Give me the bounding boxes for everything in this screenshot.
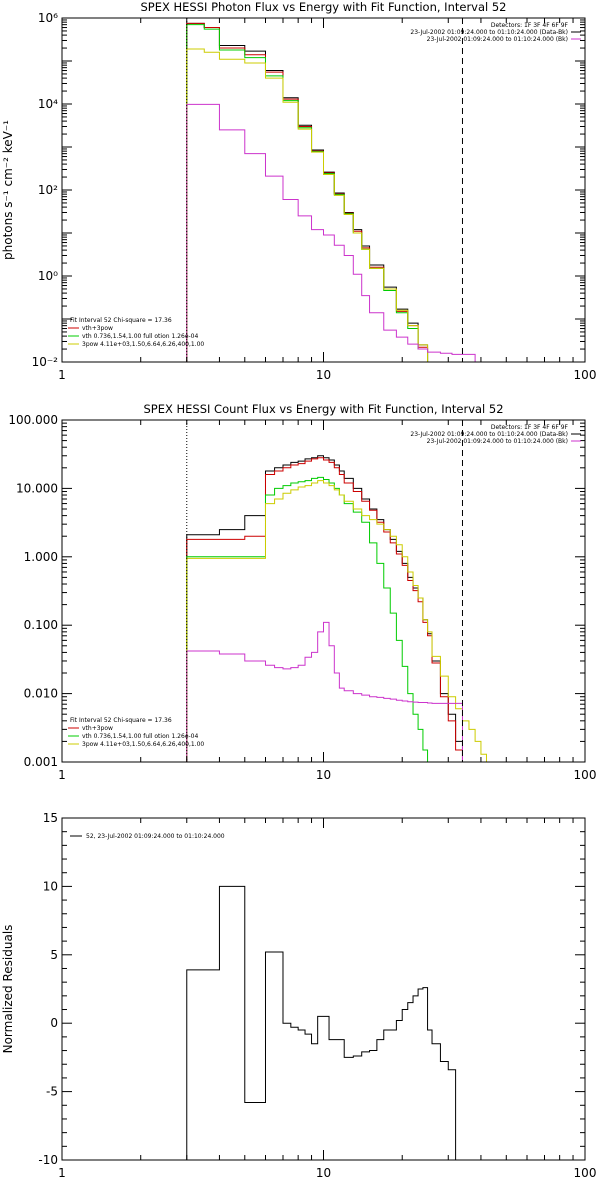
chart-0-ytick-label: 10⁰ — [38, 269, 58, 283]
chart-1-ytick-label: 1.000 — [24, 550, 58, 564]
chart-2-series-0 — [186, 885, 457, 1160]
chart-2-ytick-label: -5 — [46, 1085, 58, 1099]
chart-2-ytick-label: 15 — [43, 811, 58, 825]
chart-1-legend-bl-0: Fit Interval 52 Chi-square = 17.36 — [70, 717, 172, 724]
chart-0-ylabel: photons s⁻¹ cm⁻² keV⁻¹ — [1, 120, 15, 260]
chart-0-series-1 — [186, 22, 429, 362]
chart-1-series-0 — [186, 455, 463, 762]
chart-0-series-4 — [186, 103, 476, 362]
chart-1-legend-bl-2: vth 0.736,1.54,1.00 full otion 1.26e-04 — [82, 733, 198, 740]
chart-1-series-4 — [186, 621, 463, 762]
chart-2-ytick-label: -10 — [38, 1153, 58, 1167]
chart-2-frame — [61, 817, 586, 1161]
chart-2-plot-area — [186, 885, 457, 1160]
chart-0-title: SPEX HESSI Photon Flux vs Energy with Fi… — [140, 0, 506, 14]
chart-0-ytick-label: 10⁻² — [32, 355, 59, 369]
chart-0-plot-area — [186, 18, 476, 362]
chart-0-ytick-label: 10⁶ — [38, 11, 58, 25]
chart-1-ytick-label: 100.000 — [8, 413, 58, 427]
chart-1-xtick-label: 100 — [574, 768, 597, 782]
chart-0-xtick-label: 100 — [574, 368, 597, 382]
chart-0-legend-tr-2: 23-Jul-2002 01:09:24.000 to 01:10:24.000… — [427, 36, 568, 43]
chart-0-series-2 — [186, 24, 429, 362]
chart-0-ytick-label: 10² — [38, 183, 58, 197]
chart-0: 1 10 100 10⁻² 10⁰ 10² 10⁴ 10⁶ SPEX HESSI Photon … — [1, 0, 597, 382]
chart-0-xtick-label: 1 — [58, 368, 66, 382]
chart-2-legend-tl: 52, 23-Jul-2002 01:09:24.000 to 01:10:24… — [86, 833, 225, 840]
chart-1-legend-bl-1: vth+3pow — [82, 725, 113, 732]
chart-1-series-3 — [186, 480, 498, 762]
chart-0-legend-bl-3: 3pow 4.11e+03,1.50,6.64,6.26,400,1.00 — [82, 341, 204, 348]
chart-1-legend-tr-0: Detectors: 1F 3F 4F 6F 9F — [491, 424, 569, 431]
chart-1: 1 10 100 0.001 0.010 0.100 1.000 10.000 100.000 S… — [8, 402, 597, 782]
chart-1-series-1 — [186, 457, 463, 762]
chart-1-xtick-label: 1 — [58, 768, 66, 782]
chart-2-xtick-label: 1 — [58, 1166, 66, 1180]
chart-1-frame — [61, 419, 586, 763]
chart-0-frame — [61, 17, 586, 363]
chart-0-xtick-label: 10 — [316, 368, 331, 382]
chart-1-xtick-label: 10 — [316, 768, 331, 782]
chart-1-ytick-label: 0.010 — [24, 687, 58, 701]
chart-1-legend-tr-2: 23-Jul-2002 01:09:24.000 to 01:10:24.000… — [427, 438, 568, 445]
chart-2-ytick-label: 5 — [50, 948, 58, 962]
chart-1-plot-area — [186, 420, 498, 762]
chart-1-ytick-label: 10.000 — [16, 481, 58, 495]
chart-0-legend-bl-2: vth 0.736,1.54,1.00 full otion 1.26e-04 — [82, 333, 198, 340]
chart-0-legend-bl-1: vth+3pow — [82, 325, 113, 332]
chart-2-xtick-label: 100 — [574, 1166, 597, 1180]
chart-0-series-0 — [186, 22, 429, 362]
chart-1-ytick-label: 0.100 — [24, 618, 58, 632]
chart-1-ytick-label: 0.001 — [24, 755, 58, 769]
chart-2-xtick-label: 10 — [316, 1166, 331, 1180]
chart-1-legend-tr-1: 23-Jul-2002 01:09:24.000 to 01:10:24.000… — [410, 431, 568, 438]
chart-0-legend-bl-0: Fit Interval 52 Chi-square = 17.36 — [70, 317, 172, 324]
chart-2-ytick-label: 0 — [50, 1016, 58, 1030]
chart-1-legend-bl-3: 3pow 4.11e+03,1.50,6.64,6.26,400,1.00 — [82, 741, 204, 748]
chart-2-ytick-label: 10 — [43, 879, 58, 893]
chart-0-series-3 — [186, 48, 429, 362]
chart-1-title: SPEX HESSI Count Flux vs Energy with Fit… — [143, 402, 503, 416]
chart-0-legend-tr-1: 23-Jul-2002 01:09:24.000 to 01:10:24.000… — [410, 29, 568, 36]
chart-2: 1 10 100 -10 -5 0 5 10 15 Normalized Residuals 52,… — [1, 811, 597, 1180]
chart-2-ylabel: Normalized Residuals — [1, 925, 15, 1054]
chart-0-legend-tr-0: Detectors: 1F 3F 4F 6F 9F — [491, 22, 569, 29]
chart-0-ytick-label: 10⁴ — [38, 97, 58, 111]
